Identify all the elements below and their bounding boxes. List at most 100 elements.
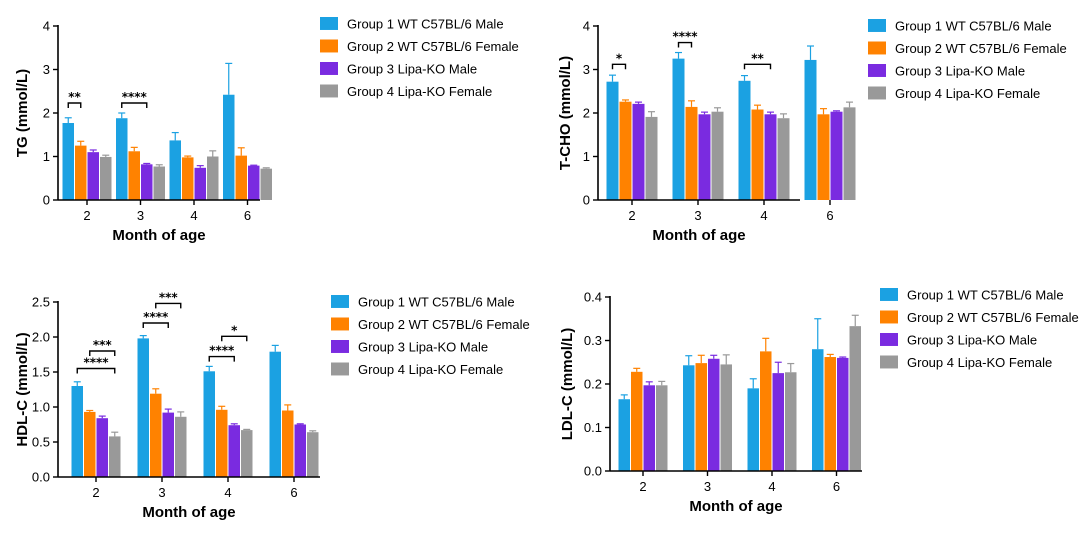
y-tick-label: 0.0 bbox=[32, 470, 50, 485]
x-tick-label: 4 bbox=[224, 485, 231, 500]
bar-series2-cat3 bbox=[128, 151, 140, 200]
x-tick-label: 2 bbox=[628, 208, 635, 223]
y-tick-label: 2.5 bbox=[32, 295, 50, 310]
y-tick-label: 2 bbox=[43, 106, 50, 121]
legend-label: Group 4 Lipa-KO Female bbox=[347, 84, 492, 99]
bar-series1-cat3 bbox=[116, 118, 128, 200]
x-tick-label: 4 bbox=[768, 479, 775, 494]
x-tick-label: 6 bbox=[244, 208, 251, 223]
bar-series4-cat6 bbox=[843, 107, 856, 200]
bar-series1-cat6 bbox=[812, 349, 824, 471]
bar-series4-cat6 bbox=[307, 432, 319, 477]
y-tick-label: 0.1 bbox=[584, 420, 602, 435]
bar-series4-cat4 bbox=[777, 118, 790, 200]
y-tick-label: 3 bbox=[43, 62, 50, 77]
legend-swatch bbox=[331, 295, 349, 308]
bar-series1-cat4 bbox=[747, 388, 759, 471]
significance-label: **** bbox=[83, 356, 109, 370]
legend-label: Group 4 Lipa-KO Female bbox=[895, 86, 1040, 101]
y-tick-label: 0.0 bbox=[584, 464, 602, 479]
bar-series3-cat4 bbox=[228, 425, 240, 477]
x-tick-label: 6 bbox=[290, 485, 297, 500]
y-tick-label: 1.0 bbox=[32, 400, 50, 415]
bar-series2-cat4 bbox=[182, 157, 194, 200]
bar-series1-cat4 bbox=[738, 80, 751, 200]
significance-label: * bbox=[616, 51, 623, 65]
bar-series2-cat3 bbox=[695, 363, 707, 471]
y-tick-label: 0 bbox=[43, 193, 50, 208]
bar-series2-cat3 bbox=[685, 106, 698, 200]
legend-label: Group 3 Lipa-KO Male bbox=[347, 62, 477, 77]
legend-label: Group 2 WT C57BL/6 Female bbox=[907, 310, 1079, 325]
bar-series3-cat3 bbox=[162, 412, 174, 477]
bar-series3-cat6 bbox=[837, 357, 849, 471]
bar-series4-cat2 bbox=[109, 436, 121, 477]
legend-label: Group 4 Lipa-KO Female bbox=[907, 355, 1052, 370]
bar-series1-cat6 bbox=[804, 59, 817, 201]
bar-series3-cat3 bbox=[698, 114, 711, 200]
significance-label: **** bbox=[209, 344, 235, 358]
bar-series2-cat6 bbox=[282, 410, 294, 477]
bar-series3-cat2 bbox=[96, 418, 108, 477]
bar-series3-cat4 bbox=[764, 114, 777, 200]
x-tick-label: 4 bbox=[190, 208, 197, 223]
bar-series1-cat2 bbox=[606, 81, 619, 200]
x-tick-label: 6 bbox=[826, 208, 833, 223]
significance-bracket bbox=[677, 41, 693, 48]
y-tick-label: 1.5 bbox=[32, 365, 50, 380]
x-axis-label: Month of age bbox=[689, 498, 782, 515]
bar-series1-cat4 bbox=[203, 371, 215, 477]
bar-series2-cat4 bbox=[751, 109, 764, 200]
bar-series4-cat3 bbox=[175, 416, 187, 477]
y-tick-label: 0 bbox=[583, 193, 590, 208]
legend-label: Group 1 WT C57BL/6 Male bbox=[907, 288, 1064, 303]
y-tick-label: 0.5 bbox=[32, 435, 50, 450]
x-tick-label: 3 bbox=[704, 479, 711, 494]
bar-series1-cat6 bbox=[269, 351, 281, 477]
legend-swatch bbox=[320, 62, 338, 75]
y-tick-label: 0.3 bbox=[584, 333, 602, 348]
legend-swatch bbox=[320, 84, 338, 98]
bar-series2-cat2 bbox=[619, 101, 632, 200]
x-tick-label: 3 bbox=[158, 485, 165, 500]
legend-swatch bbox=[868, 86, 886, 100]
bar-series1-cat2 bbox=[618, 399, 630, 471]
legend-swatch bbox=[880, 310, 898, 324]
bar-series4-cat2 bbox=[100, 156, 112, 200]
significance-label: ** bbox=[68, 90, 81, 104]
x-tick-label: 4 bbox=[760, 208, 767, 223]
bar-series1-cat3 bbox=[137, 338, 149, 477]
significance-label: **** bbox=[672, 30, 698, 44]
y-tick-label: 2.0 bbox=[32, 330, 50, 345]
bar-series2-cat4 bbox=[760, 351, 772, 471]
legend-swatch bbox=[320, 39, 338, 53]
y-axis-label: HDL-C (mmol/L) bbox=[14, 332, 31, 446]
significance-bracket bbox=[67, 102, 82, 108]
bar-series3-cat3 bbox=[141, 164, 153, 200]
legend-swatch bbox=[331, 362, 349, 376]
bar-series4-cat4 bbox=[785, 372, 797, 471]
legend-swatch bbox=[868, 19, 886, 32]
legend-swatch bbox=[880, 355, 898, 369]
legend-swatch bbox=[880, 333, 898, 346]
significance-label: **** bbox=[122, 90, 148, 104]
legend-label: Group 3 Lipa-KO Male bbox=[358, 340, 488, 355]
x-tick-label: 2 bbox=[83, 208, 90, 223]
legend-swatch bbox=[320, 17, 338, 30]
y-axis-label: T-CHO (mmol/L) bbox=[557, 56, 574, 170]
legend-label: Group 3 Lipa-KO Male bbox=[907, 333, 1037, 348]
bar-series3-cat2 bbox=[87, 152, 99, 200]
bar-series4-cat2 bbox=[656, 385, 668, 471]
bar-series3-cat2 bbox=[643, 385, 655, 471]
bar-series2-cat2 bbox=[84, 411, 96, 477]
significance-label: *** bbox=[93, 338, 113, 352]
significance-label: *** bbox=[159, 290, 179, 304]
legend-label: Group 1 WT C57BL/6 Male bbox=[358, 295, 515, 310]
y-tick-label: 1 bbox=[583, 149, 590, 164]
bar-series4-cat4 bbox=[207, 156, 219, 200]
significance-bracket bbox=[611, 63, 627, 70]
bar-series2-cat4 bbox=[216, 409, 228, 477]
